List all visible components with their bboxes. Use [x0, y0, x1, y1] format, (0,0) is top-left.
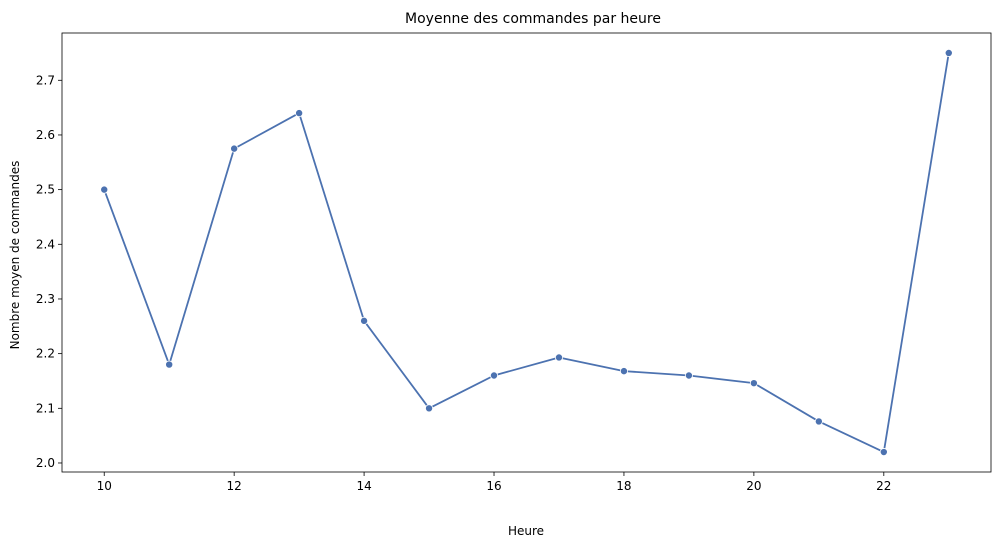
y-tick-label: 2.2	[36, 347, 55, 361]
x-tick-label: 22	[876, 479, 891, 493]
data-point	[490, 371, 499, 380]
data-point	[165, 360, 174, 369]
data-point	[360, 316, 369, 325]
x-tick-label: 12	[227, 479, 242, 493]
x-tick-label: 10	[97, 479, 112, 493]
x-tick-label: 16	[486, 479, 501, 493]
y-tick-label: 2.6	[36, 128, 55, 142]
x-tick-label: 14	[356, 479, 371, 493]
data-point	[879, 448, 888, 457]
series-group	[100, 48, 953, 457]
data-point	[295, 109, 304, 118]
data-point	[684, 371, 693, 380]
y-tick-label: 2.1	[36, 401, 55, 415]
data-point	[619, 367, 628, 376]
y-tick-label: 2.0	[36, 456, 55, 470]
y-tick-label: 2.5	[36, 183, 55, 197]
plot-area	[61, 32, 992, 473]
data-point	[230, 144, 239, 153]
axes-frame	[61, 32, 992, 473]
chart-title: Moyenne des commandes par heure	[405, 11, 661, 27]
y-axis-ticks: 2.0 2.1 2.2 2.3 2.4 2.5 2.6 2.7	[36, 73, 62, 470]
data-point	[425, 404, 434, 413]
y-tick-label: 2.4	[36, 237, 55, 251]
series-line	[103, 52, 950, 453]
data-point	[554, 353, 563, 362]
data-point	[749, 379, 758, 388]
data-point	[100, 185, 109, 194]
y-tick-label: 2.3	[36, 292, 55, 306]
data-point	[944, 48, 953, 57]
data-point	[814, 417, 823, 426]
y-axis-label: Nombre moyen de commandes	[8, 161, 22, 350]
x-tick-label: 20	[746, 479, 761, 493]
x-axis-ticks: 10 12 14 16 18 20 22	[97, 472, 891, 493]
x-tick-label: 18	[616, 479, 631, 493]
y-tick-label: 2.7	[36, 73, 55, 87]
x-axis-label: Heure	[508, 524, 544, 538]
